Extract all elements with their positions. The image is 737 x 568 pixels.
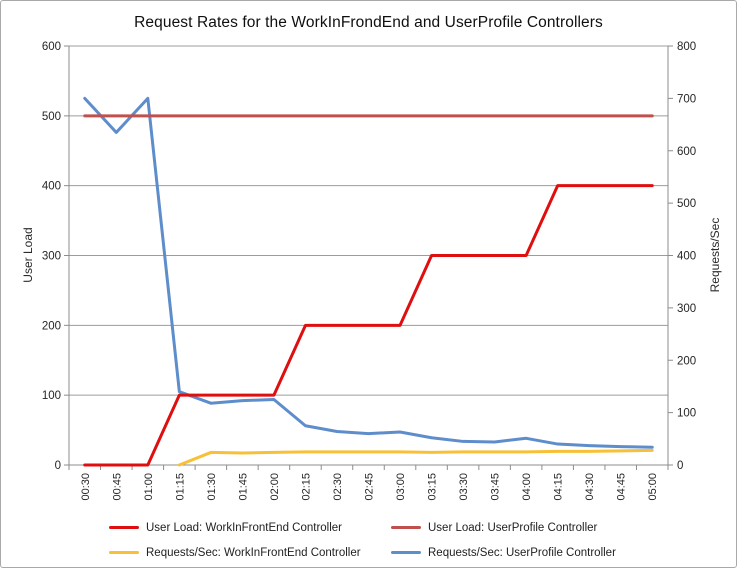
right-axis-tick-label: 700 — [677, 93, 696, 105]
x-axis-tick-label: 00:45 — [111, 473, 123, 501]
legend-item: Requests/Sec: WorkInFrontEnd Controller — [109, 547, 391, 559]
chart-title: Request Rates for the WorkInFrondEnd and… — [134, 14, 603, 31]
legend: User Load: WorkInFrontEnd Controller Use… — [109, 515, 616, 565]
legend-item: User Load: UserProfile Controller — [391, 522, 616, 534]
x-axis-tick-label: 04:45 — [616, 473, 628, 501]
x-axis-tick-label: 04:30 — [584, 473, 596, 501]
legend-marker-line — [391, 550, 421, 555]
x-axis-tick-label: 00:30 — [80, 473, 92, 501]
left-axis-tick-label: 500 — [42, 111, 61, 123]
legend-marker-line — [109, 550, 139, 555]
right-axis-tick-label: 300 — [677, 303, 696, 315]
legend-label: Requests/Sec: WorkInFrontEnd Controller — [146, 546, 361, 559]
x-axis-tick-label: 04:15 — [553, 473, 565, 501]
left-axis-tick-label: 600 — [42, 41, 61, 53]
x-axis-tick-label: 04:00 — [521, 473, 533, 501]
x-axis-tick-label: 03:15 — [427, 473, 439, 501]
x-axis-tick-label: 03:00 — [395, 473, 407, 501]
x-axis-tick-label: 02:00 — [269, 473, 281, 501]
legend-label: Requests/Sec: UserProfile Controller — [428, 546, 616, 559]
right-axis-tick-label: 600 — [677, 146, 696, 158]
x-axis-tick-label: 03:45 — [490, 473, 502, 501]
x-axis-tick-label: 02:30 — [332, 473, 344, 501]
right-axis-tick-label: 0 — [677, 460, 683, 472]
left-axis-tick-label: 200 — [42, 320, 61, 332]
right-axis-tick-label: 500 — [677, 198, 696, 210]
x-axis-tick-label: 05:00 — [647, 473, 659, 501]
legend-item: Requests/Sec: UserProfile Controller — [391, 547, 616, 559]
x-axis-tick-label: 01:00 — [143, 473, 155, 501]
series-line-requests-sec-workinfrontend-controller — [177, 448, 654, 467]
legend-label: User Load: UserProfile Controller — [428, 521, 598, 534]
left-axis-tick-label: 400 — [42, 181, 61, 193]
legend-marker-line — [109, 525, 139, 530]
x-axis-tick-label: 01:45 — [237, 473, 249, 501]
legend-label: User Load: WorkInFrontEnd Controller — [146, 521, 343, 534]
series-line-requests-sec-userprofile-controller — [83, 96, 654, 449]
x-axis-tick-label: 02:45 — [364, 473, 376, 501]
right-axis-tick-label: 800 — [677, 41, 696, 53]
right-axis-tick-label: 400 — [677, 251, 696, 263]
right-axis-tick-label: 200 — [677, 355, 696, 367]
left-axis-tick-label: 0 — [55, 460, 61, 472]
legend-item: User Load: WorkInFrontEnd Controller — [109, 522, 391, 534]
series-line-user-load-workinfrontend-controller — [83, 184, 654, 467]
x-axis-tick-label: 02:15 — [300, 473, 312, 501]
x-axis-tick-label: 03:30 — [458, 473, 470, 501]
x-axis-tick-label: 01:15 — [174, 473, 186, 501]
legend-marker-line — [391, 525, 421, 530]
right-axis-tick-label: 100 — [677, 408, 696, 420]
left-axis-tick-label: 100 — [42, 390, 61, 402]
x-axis-tick-label: 01:30 — [206, 473, 218, 501]
left-axis-tick-label: 300 — [42, 251, 61, 263]
